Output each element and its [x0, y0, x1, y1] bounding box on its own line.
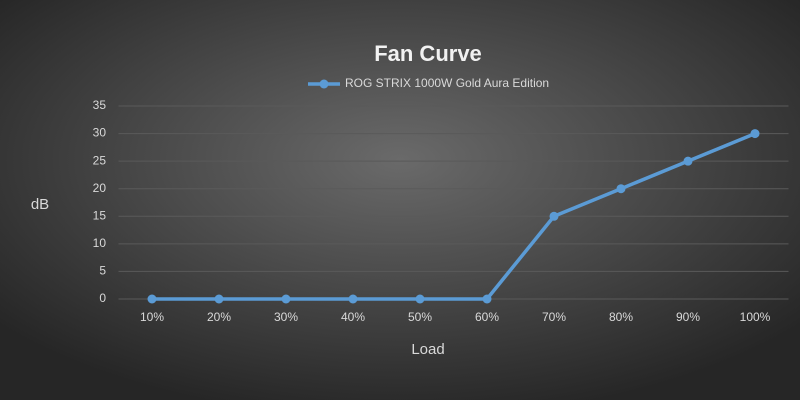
- y-tick-label: 30: [93, 126, 107, 140]
- y-tick-label: 5: [99, 264, 106, 278]
- data-point: [549, 211, 559, 221]
- y-tick-label: 25: [93, 153, 107, 167]
- x-tick-label: 80%: [609, 310, 633, 324]
- y-tick-label: 15: [93, 208, 107, 222]
- y-tick-label: 35: [93, 98, 107, 112]
- data-point: [482, 294, 492, 304]
- x-tick-label: 30%: [274, 310, 298, 324]
- data-point: [281, 294, 291, 304]
- legend-marker: [319, 79, 329, 89]
- data-point: [147, 294, 157, 304]
- y-tick-label: 20: [93, 181, 107, 195]
- data-point: [415, 294, 425, 304]
- chart-title: Fan Curve: [374, 41, 482, 66]
- x-tick-label: 20%: [207, 310, 231, 324]
- data-point: [750, 129, 760, 139]
- x-tick-label: 40%: [341, 310, 365, 324]
- y-tick-label: 10: [93, 236, 107, 250]
- x-tick-label: 90%: [676, 310, 700, 324]
- data-point: [214, 294, 224, 304]
- data-point: [616, 184, 626, 194]
- data-point: [683, 156, 693, 166]
- legend-label: ROG STRIX 1000W Gold Aura Edition: [345, 76, 549, 90]
- y-axis-title: dB: [31, 196, 49, 213]
- x-tick-label: 100%: [740, 310, 771, 324]
- y-tick-label: 0: [99, 291, 106, 305]
- x-tick-label: 70%: [542, 310, 566, 324]
- x-tick-label: 60%: [475, 310, 499, 324]
- data-point: [348, 294, 358, 304]
- series-line: [152, 131, 756, 301]
- x-tick-label: 50%: [408, 310, 432, 324]
- x-tick-label: 10%: [140, 310, 164, 324]
- x-axis-title: Load: [411, 341, 444, 358]
